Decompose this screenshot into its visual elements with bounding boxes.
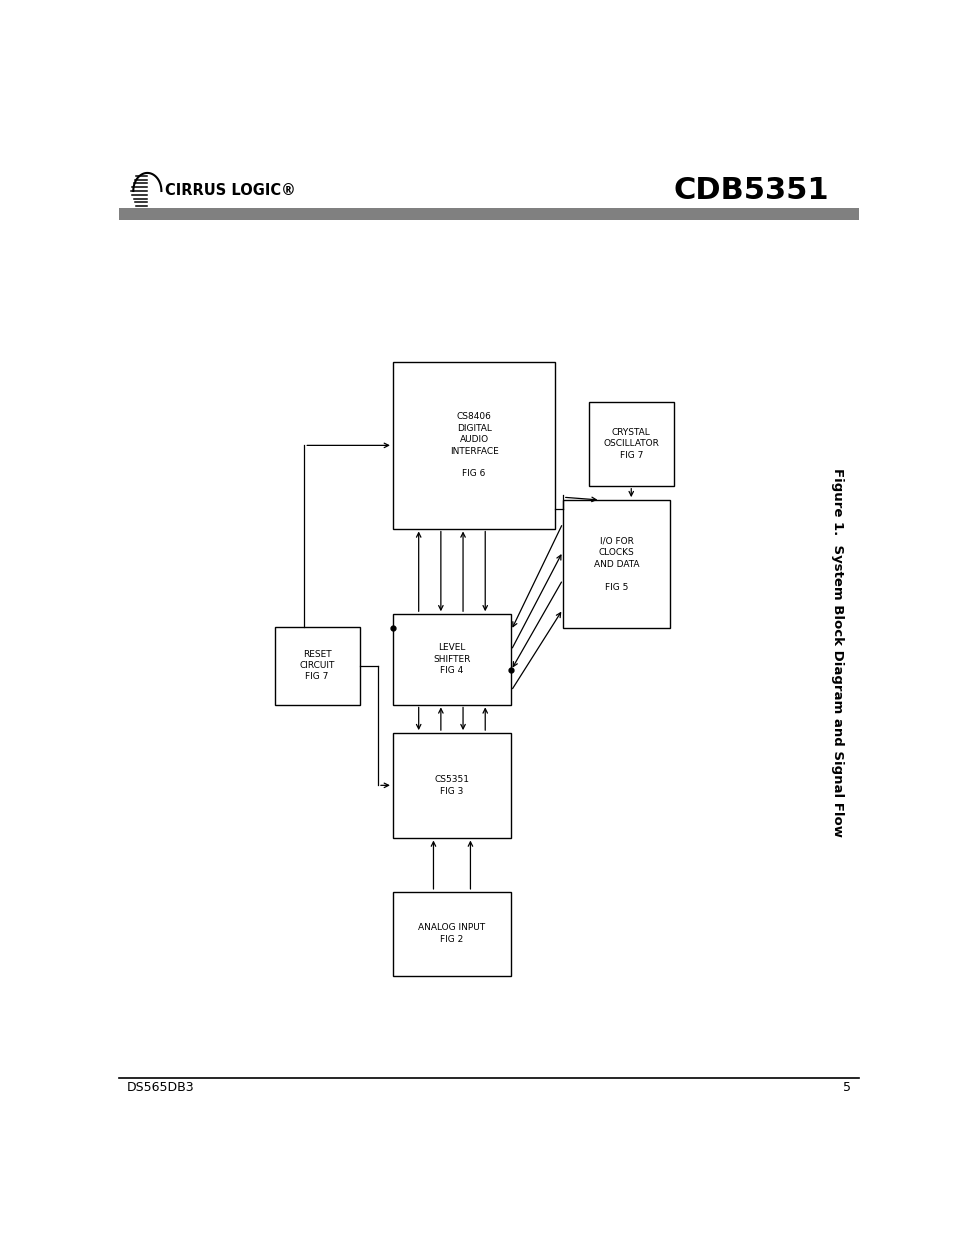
- Bar: [393, 892, 511, 976]
- Bar: [562, 500, 669, 629]
- Text: RESET
CIRCUIT
FIG 7: RESET CIRCUIT FIG 7: [299, 650, 335, 682]
- Text: CDB5351: CDB5351: [673, 177, 828, 205]
- Text: 5: 5: [842, 1081, 850, 1094]
- Bar: [119, 209, 858, 221]
- Bar: [274, 626, 359, 704]
- Bar: [393, 362, 555, 529]
- Text: CS8406
DIGITAL
AUDIO
INTERFACE

FIG 6: CS8406 DIGITAL AUDIO INTERFACE FIG 6: [449, 412, 498, 478]
- Bar: [393, 614, 511, 704]
- Text: DS565DB3: DS565DB3: [127, 1081, 194, 1094]
- Text: CIRRUS LOGIC®: CIRRUS LOGIC®: [165, 184, 295, 199]
- Text: I/O FOR
CLOCKS
AND DATA

FIG 5: I/O FOR CLOCKS AND DATA FIG 5: [593, 537, 639, 592]
- Text: LEVEL
SHIFTER
FIG 4: LEVEL SHIFTER FIG 4: [433, 643, 470, 676]
- Text: Figure 1.  System Block Diagram and Signal Flow: Figure 1. System Block Diagram and Signa…: [830, 468, 843, 836]
- Text: CS5351
FIG 3: CS5351 FIG 3: [434, 776, 469, 795]
- Text: CRYSTAL
OSCILLATOR
FIG 7: CRYSTAL OSCILLATOR FIG 7: [602, 429, 659, 459]
- Bar: [588, 403, 673, 485]
- Text: ANALOG INPUT
FIG 2: ANALOG INPUT FIG 2: [418, 924, 485, 944]
- Bar: [393, 734, 511, 837]
